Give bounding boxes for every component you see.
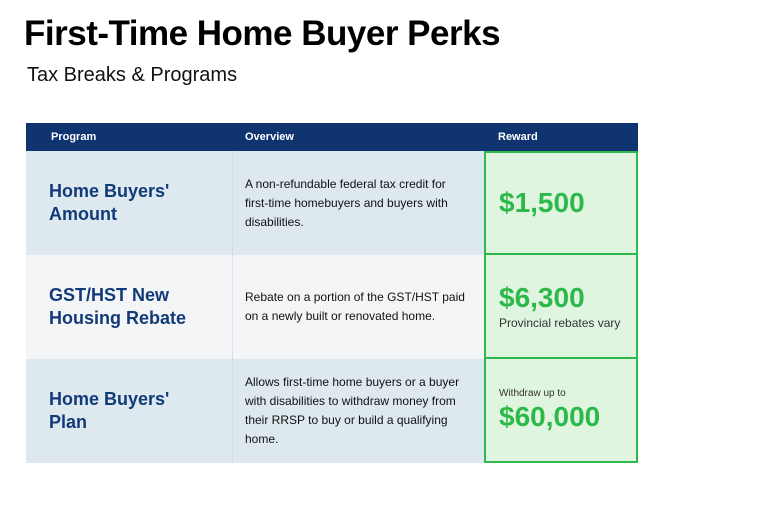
reward-cell: $1,500	[484, 151, 638, 255]
header-overview: Overview	[245, 131, 294, 143]
program-name: GST/HST New Housing Rebate	[26, 255, 233, 359]
program-name: Home Buyers' Amount	[26, 151, 233, 255]
reward-prefix: Withdraw up to	[499, 387, 566, 399]
header-reward: Reward	[498, 131, 538, 143]
program-overview: Rebate on a portion of the GST/HST paid …	[245, 290, 465, 323]
reward-amount: $1,500	[499, 187, 585, 218]
reward-amount: $60,000	[499, 400, 601, 432]
reward-cell: $6,300 Provincial rebates vary	[484, 255, 638, 359]
table-header: Program Overview Reward	[26, 123, 638, 151]
header-program: Program	[51, 131, 97, 143]
reward-cell: Withdraw up to $60,000	[484, 359, 638, 463]
page-subtitle: Tax Breaks & Programs	[27, 64, 238, 86]
table-row: Home Buyers' Plan Allows first-time home…	[26, 359, 638, 463]
program-overview: A non-refundable federal tax credit for …	[245, 176, 448, 229]
program-name: Home Buyers' Plan	[26, 359, 233, 463]
program-overview: Allows first-time home buyers or a buyer…	[245, 375, 460, 446]
table-row: GST/HST New Housing Rebate Rebate on a p…	[26, 255, 638, 359]
reward-note: Provincial rebates vary	[499, 316, 621, 330]
perks-table: Program Overview Reward Home Buyers' Amo…	[26, 123, 638, 463]
table-row: Home Buyers' Amount A non-refundable fed…	[26, 151, 638, 255]
page-title: First-Time Home Buyer Perks	[24, 14, 501, 53]
reward-amount: $6,300	[499, 282, 585, 313]
